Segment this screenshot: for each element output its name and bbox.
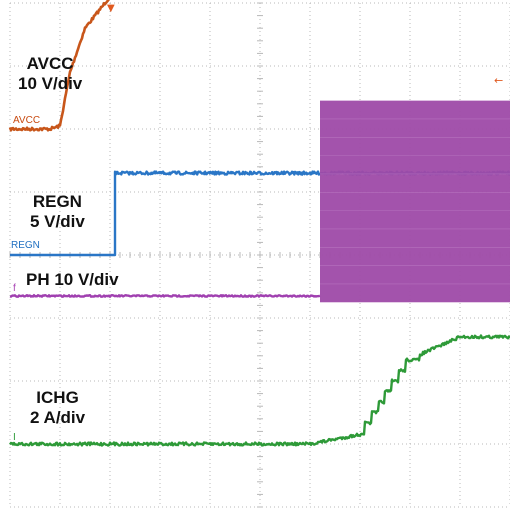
ichg-scale: 2 A/div [30, 408, 86, 427]
trace-avcc [8, 0, 111, 132]
avcc-label: AVCC 10 V/div [18, 54, 82, 94]
ichg-name: ICHG [36, 388, 79, 407]
ichg-label: ICHG 2 A/div [30, 388, 85, 428]
ph-channel-tag: f [13, 283, 16, 294]
ph-label: PH 10 V/div [26, 270, 119, 289]
avcc-channel-tag: AVCC [13, 115, 41, 126]
avcc-name: AVCC [26, 54, 74, 73]
series-line-ichg [9, 334, 510, 447]
ichg-channel-tag: I [13, 432, 16, 443]
series-line-ph [9, 294, 321, 298]
regn-scale: 5 V/div [30, 212, 85, 231]
regn-channel-tag: REGN [11, 240, 40, 251]
ph-switching-band [320, 100, 510, 303]
trigger-marker: ▼ [107, 3, 115, 14]
trace-ichg [9, 334, 510, 447]
avcc-scale: 10 V/div [18, 74, 83, 93]
regn-label: REGN 5 V/div [30, 192, 85, 232]
waveform-traces [8, 0, 510, 447]
trace-ph [9, 100, 510, 303]
regn-name: REGN [32, 192, 82, 211]
trigger-level-marker: ← [494, 74, 503, 87]
series-line-avcc [8, 0, 111, 132]
